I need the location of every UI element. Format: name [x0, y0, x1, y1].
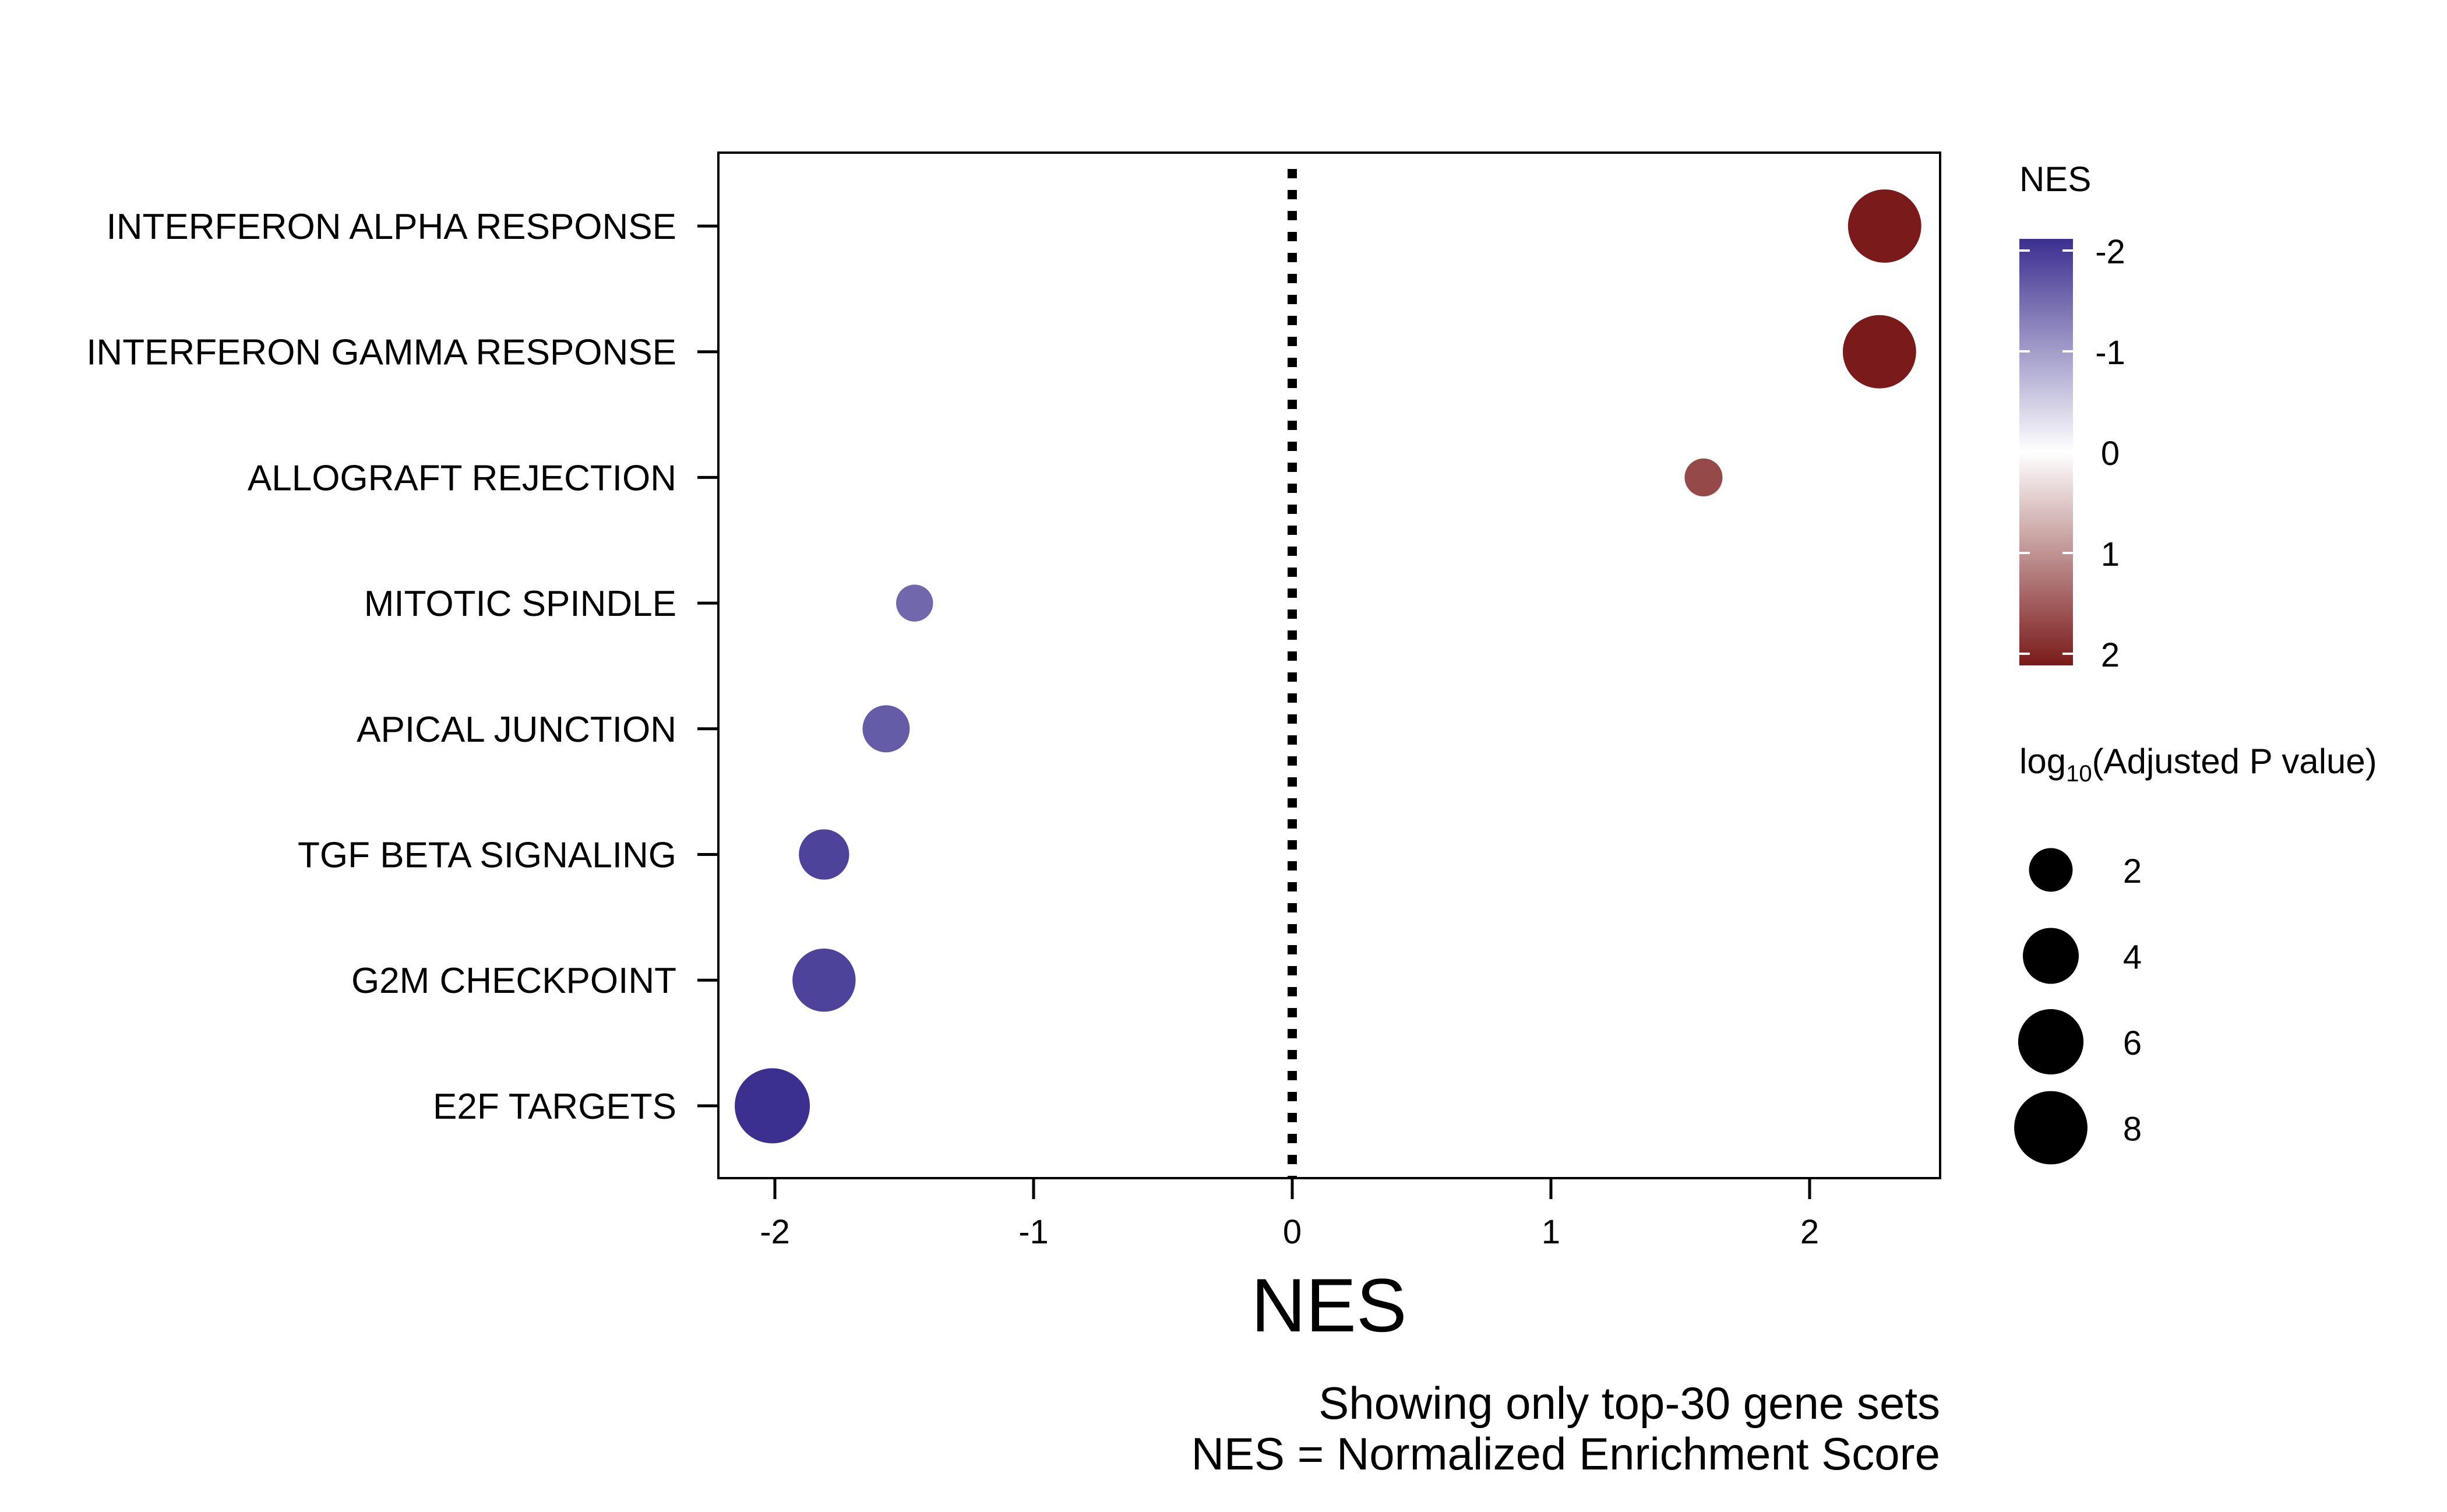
data-point	[1847, 189, 1921, 263]
size-legend-dot	[2014, 1091, 2088, 1165]
size-legend-title-sub: 10	[2066, 761, 2092, 787]
y-axis-categories: INTERFERON ALPHA RESPONSE INTERFERON GAMM…	[86, 207, 718, 1127]
data-point	[792, 948, 856, 1012]
y-tick-label: MITOTIC SPINDLE	[364, 584, 676, 624]
x-tick-label: 1	[1542, 1213, 1560, 1251]
data-point	[896, 584, 933, 622]
x-axis: -2 -1 0 1 2	[760, 1178, 1819, 1251]
y-tick-label: TGF BETA SIGNALING	[298, 836, 676, 876]
color-legend-ticks: -2 -1 0 1 2	[2019, 233, 2125, 674]
x-tick-label: -1	[1018, 1213, 1049, 1251]
color-legend-label: 0	[2101, 435, 2120, 473]
data-point	[862, 705, 910, 753]
caption-line-2: NES = Normalized Enrichment Score	[1191, 1428, 1940, 1479]
size-legend-dot	[2029, 848, 2073, 892]
y-tick-label: INTERFERON ALPHA RESPONSE	[107, 207, 676, 247]
size-legend-label: 8	[2123, 1111, 2142, 1148]
x-tick-label: 2	[1800, 1213, 1819, 1251]
caption-line-1: Showing only top-30 gene sets	[1318, 1377, 1940, 1429]
y-tick-label: INTERFERON GAMMA RESPONSE	[86, 333, 676, 373]
size-legend-label: 4	[2123, 939, 2142, 977]
x-tick-label: -2	[760, 1213, 790, 1251]
size-legend-title-rest: (Adjusted P value)	[2092, 742, 2377, 781]
size-legend-label: 2	[2123, 852, 2142, 890]
color-legend-label: 1	[2101, 535, 2120, 573]
data-point	[1684, 458, 1723, 496]
color-legend-title: NES	[2019, 160, 2091, 199]
size-legend-label: 6	[2123, 1024, 2142, 1062]
color-legend-label: -2	[2095, 233, 2125, 271]
x-tick-label: 0	[1283, 1213, 1302, 1251]
y-tick-label: E2F TARGETS	[433, 1087, 676, 1127]
plot-panel	[717, 151, 1941, 1179]
color-legend-label: 2	[2101, 636, 2120, 674]
data-points	[735, 189, 1921, 1144]
y-tick-label: APICAL JUNCTION	[357, 710, 676, 750]
y-tick-label: G2M CHECKPOINT	[351, 961, 676, 1001]
size-legend-dot	[2018, 1009, 2084, 1075]
size-legend-items: 2 4 6 8	[2014, 848, 2142, 1165]
data-point	[799, 829, 849, 880]
size-legend-dot	[2023, 928, 2079, 984]
size-legend-title-log: log	[2019, 742, 2066, 781]
data-point	[1842, 315, 1916, 389]
y-tick-label: ALLOGRAFT REJECTION	[248, 458, 676, 498]
data-point	[735, 1068, 810, 1144]
color-legend-label: -1	[2095, 334, 2125, 372]
x-axis-title: NES	[1251, 1263, 1406, 1348]
size-legend-title: log10(Adjusted P value)	[2019, 742, 2377, 787]
